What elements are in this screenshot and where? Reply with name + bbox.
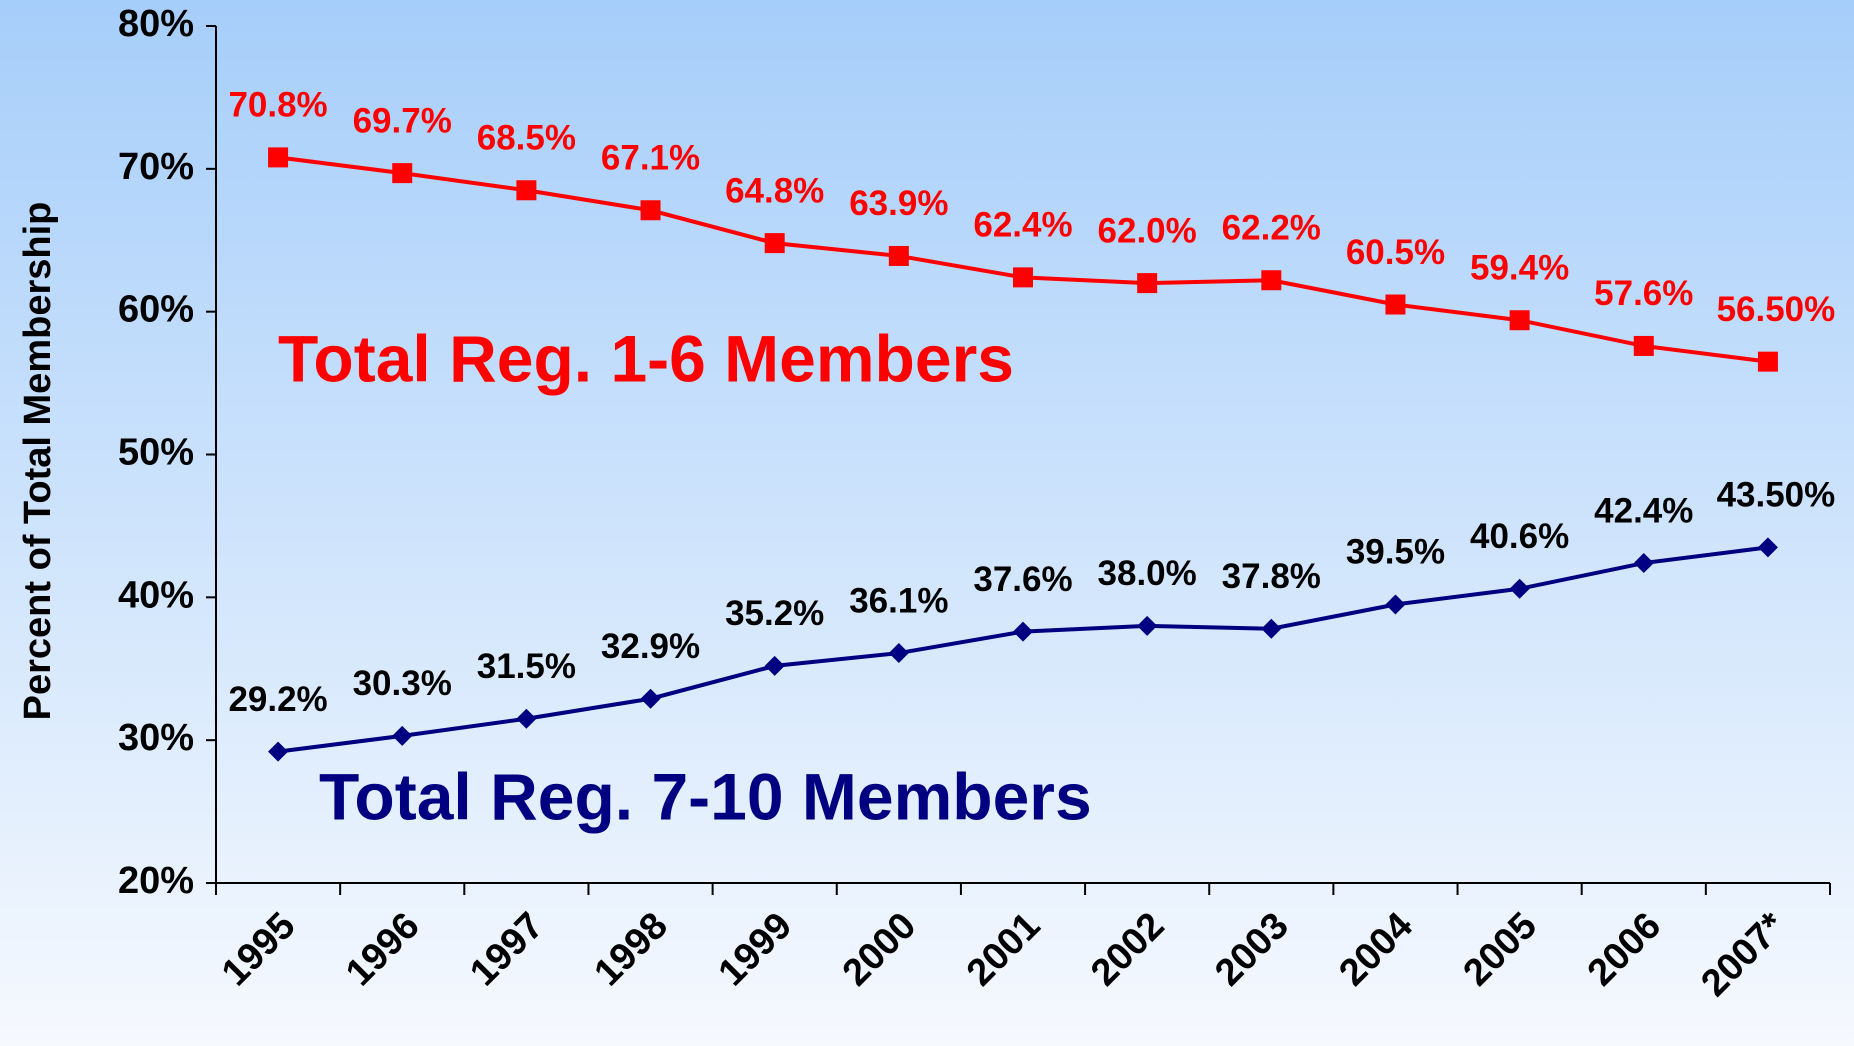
marker	[516, 708, 537, 729]
marker	[1509, 578, 1530, 599]
marker	[1509, 310, 1530, 331]
data-label: 62.4%	[973, 206, 1072, 245]
data-label: 37.8%	[1222, 557, 1321, 596]
y-tick-label: 70%	[118, 146, 194, 188]
marker	[1385, 294, 1406, 315]
data-label: 42.4%	[1594, 491, 1693, 530]
marker	[1013, 267, 1033, 288]
marker	[888, 245, 909, 266]
data-label: 29.2%	[228, 680, 327, 719]
marker	[1261, 270, 1282, 291]
data-label: 68.5%	[477, 119, 576, 158]
marker	[392, 163, 413, 184]
series-name: Total Reg. 1-6 Members	[278, 321, 1014, 395]
data-label: 67.1%	[601, 139, 700, 178]
marker	[1757, 351, 1778, 372]
data-label: 38.0%	[1098, 554, 1197, 593]
data-label: 56.50%	[1717, 290, 1836, 329]
marker	[268, 147, 289, 168]
data-label: 57.6%	[1594, 274, 1693, 313]
data-label: 64.8%	[725, 171, 824, 210]
marker	[1013, 621, 1033, 642]
data-label: 40.6%	[1470, 517, 1569, 556]
y-tick-label: 80%	[118, 3, 194, 45]
marker	[1137, 273, 1158, 294]
marker	[1137, 615, 1158, 636]
marker	[268, 741, 289, 762]
data-label: 37.6%	[973, 560, 1072, 599]
data-label: 70.8%	[228, 86, 327, 125]
data-label: 62.0%	[1098, 211, 1197, 250]
marker	[1757, 537, 1778, 558]
marker	[640, 688, 661, 709]
y-axis-title: Percent of Total Membership	[17, 202, 59, 721]
y-tick-label: 40%	[118, 574, 194, 616]
y-tick-label: 30%	[118, 717, 194, 759]
data-label: 63.9%	[849, 184, 948, 223]
y-tick-label: 50%	[118, 432, 194, 474]
data-label: 60.5%	[1346, 233, 1445, 272]
y-tick-label: 20%	[118, 860, 194, 902]
marker	[1385, 594, 1406, 615]
y-tick-label: 60%	[118, 289, 194, 331]
data-label: 36.1%	[849, 581, 948, 620]
marker	[764, 233, 785, 254]
data-label: 43.50%	[1717, 476, 1836, 515]
data-label: 32.9%	[601, 627, 700, 666]
marker	[640, 200, 661, 221]
series-name: Total Reg. 7-10 Members	[319, 759, 1092, 833]
data-label: 59.4%	[1470, 248, 1569, 287]
marker	[392, 725, 413, 746]
data-label: 31.5%	[477, 647, 576, 686]
marker	[1633, 553, 1654, 574]
marker	[888, 643, 909, 664]
data-label: 62.2%	[1222, 208, 1321, 247]
marker	[516, 180, 537, 201]
marker	[764, 655, 785, 676]
data-label: 69.7%	[353, 101, 452, 140]
data-label: 30.3%	[353, 664, 452, 703]
marker	[1633, 335, 1654, 356]
data-label: 39.5%	[1346, 533, 1445, 572]
data-label: 35.2%	[725, 594, 824, 633]
marker	[1261, 618, 1282, 639]
